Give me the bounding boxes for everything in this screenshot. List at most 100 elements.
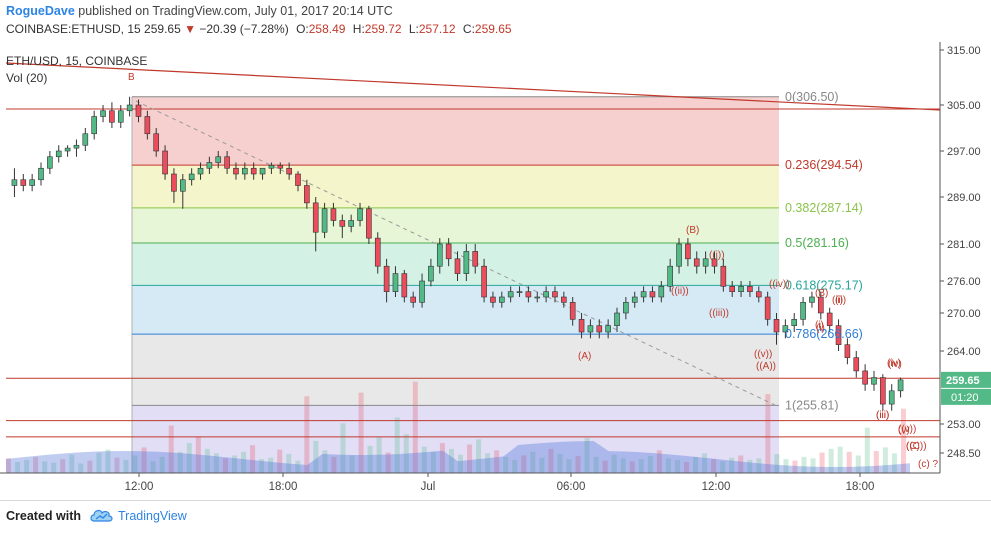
candle: [525, 291, 532, 298]
volume-bar: [24, 459, 30, 473]
fib-zone: [132, 334, 779, 406]
candle: [135, 104, 142, 117]
volume-bar: [177, 451, 183, 473]
symbol-line: COINBASE:ETHUSD, 15: [6, 22, 141, 36]
candle: [481, 265, 487, 298]
fib-label: 0(306.50): [785, 90, 839, 104]
fib-label: 0.5(281.16): [785, 236, 849, 250]
candle: [649, 291, 656, 298]
volume-bar: [204, 448, 210, 473]
volume-bar: [376, 437, 382, 473]
candle: [401, 273, 408, 298]
volume-bar: [837, 446, 843, 473]
volume-bar: [331, 456, 337, 473]
author-link[interactable]: RogueDave: [6, 4, 75, 18]
volume-bar: [765, 394, 771, 473]
price-tick-label: 264.00: [947, 346, 981, 358]
time-tick-label: 18:00: [269, 481, 298, 493]
candle: [197, 167, 204, 175]
candle: [499, 296, 505, 303]
candle: [729, 286, 736, 292]
footer: Created with TradingView: [0, 500, 991, 533]
candle: [720, 265, 727, 287]
volume-bar: [403, 434, 409, 473]
price-tick-label: 270.00: [947, 308, 981, 320]
wave-label: (i): [815, 320, 824, 331]
candle: [587, 325, 594, 333]
volume-bar: [69, 454, 75, 473]
candle: [73, 144, 80, 149]
volume-average-area: [6, 441, 910, 473]
fib-zone: [132, 96, 779, 166]
volume-bar: [557, 454, 563, 473]
volume-bar: [322, 450, 328, 473]
candle: [676, 243, 682, 267]
candle: [764, 296, 771, 320]
candle: [835, 325, 842, 345]
candle: [410, 296, 416, 303]
volume-bar: [340, 423, 346, 473]
volume-bar: [548, 448, 554, 473]
wave-label: (C): [906, 441, 920, 452]
volume-bar: [439, 443, 445, 473]
chart-area[interactable]: 0(306.50) 0.236(294.54) 0.382(287.14) 0.5(2…: [0, 42, 991, 498]
volume-bar: [647, 456, 653, 473]
close-value: 259.65: [474, 22, 512, 36]
volume-bar: [222, 458, 228, 473]
candle: [543, 291, 549, 298]
volume-bar: [105, 449, 111, 473]
volume-bar: [277, 449, 283, 473]
time-tick-label: 06:00: [557, 481, 586, 493]
volume-bar: [873, 451, 879, 473]
time-tick-label: 12:00: [125, 481, 154, 493]
candle: [658, 286, 665, 298]
price-chart[interactable]: 0(306.50) 0.236(294.54) 0.382(287.14) 0.5(2…: [0, 42, 991, 498]
tradingview-brand[interactable]: TradingView: [118, 509, 187, 523]
volume-bar: [123, 459, 129, 473]
wave-label: (iii): [876, 410, 889, 421]
volume-bar: [693, 456, 699, 473]
price-tick-label: 305.00: [947, 100, 981, 112]
volume-bar: [349, 455, 355, 473]
wave-label: (c) ? C ?: [918, 459, 957, 470]
countdown-label: 01:20: [951, 392, 979, 404]
volume-bar: [810, 458, 816, 473]
created-with-label: Created with: [6, 509, 82, 523]
candle: [383, 265, 390, 292]
fib-label: 0.382(287.14): [785, 201, 863, 215]
volume-bar: [711, 459, 717, 473]
volume-bar: [638, 459, 644, 473]
volume-bar: [900, 408, 906, 473]
countdown-tag: [941, 388, 991, 405]
volume-bar: [159, 456, 165, 473]
fib-label: 1(255.81): [785, 398, 839, 412]
fib-zone: [132, 405, 779, 473]
candle: [419, 280, 425, 303]
high-label: H:: [352, 22, 365, 36]
wave-label: (B): [815, 288, 828, 299]
volume-bar: [42, 461, 48, 473]
volume-bar: [656, 450, 662, 473]
candle: [206, 162, 213, 169]
price-tick-label: 253.00: [947, 419, 981, 431]
candle: [436, 243, 443, 267]
quote-line: COINBASE:ETHUSD, 15 259.65 ▼ −20.39 (−7.…: [6, 22, 512, 36]
volume-bar: [186, 443, 192, 473]
candle: [605, 325, 611, 333]
wave-label: ((A)): [756, 361, 776, 372]
candle: [809, 296, 815, 303]
candle: [897, 379, 904, 392]
volume-bar: [141, 447, 147, 473]
candle: [534, 296, 541, 299]
volume-bar: [304, 396, 310, 473]
candles: [11, 96, 904, 411]
candle: [862, 370, 868, 385]
wave-label: (A): [578, 351, 591, 362]
candle: [773, 319, 780, 333]
volume-bar: [51, 462, 57, 473]
volume-bar: [385, 452, 391, 473]
volume-bar: [611, 454, 617, 473]
candle: [871, 377, 877, 385]
wave-label: (B): [686, 225, 699, 236]
candle: [357, 208, 363, 221]
